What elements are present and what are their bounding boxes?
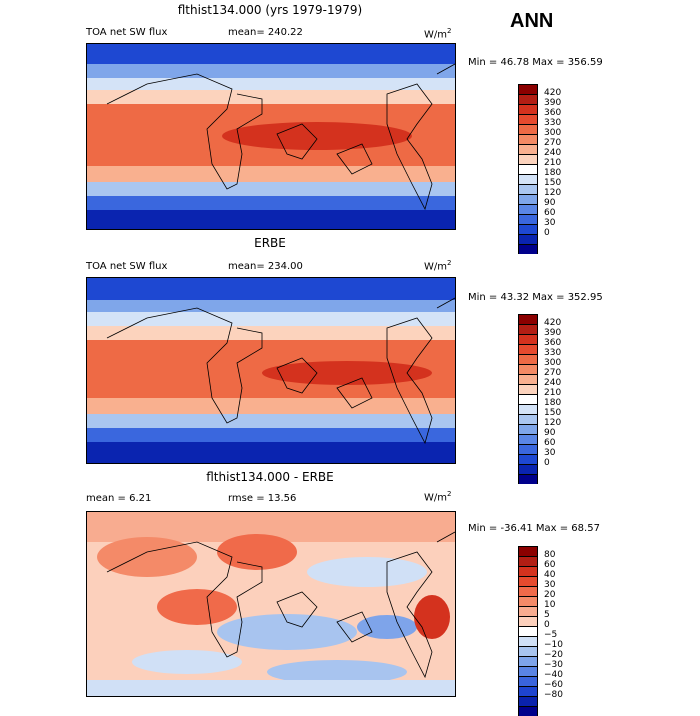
panel2-tick: 30 (544, 448, 556, 458)
panel3-map-field (87, 512, 455, 696)
panel2-tick: 390 (544, 328, 562, 338)
panel1-map (86, 43, 456, 230)
panel1-tick: 270 (544, 138, 562, 148)
panel3-tick: −5 (544, 630, 558, 640)
panel3-colorbar: 80 60 40 30 20 10 5 0 −5 −10 −20 −30 −40… (518, 546, 563, 716)
panel2-tick: 150 (544, 408, 562, 418)
panel3-units: W/m2 (424, 490, 452, 504)
panel3-tick: −80 (544, 690, 563, 700)
panel2-tick: 90 (544, 428, 556, 438)
panel1-tick: 150 (544, 178, 562, 188)
panel2-units: W/m2 (424, 259, 452, 273)
panel1-tick: 300 (544, 128, 562, 138)
panel1-title: flthist134.000 (yrs 1979-1979) (177, 3, 363, 17)
panel3-tick: −30 (544, 660, 563, 670)
panel2-tick: 330 (544, 348, 562, 358)
panel1-colorbar: 420 390 360 330 300 270 240 210 180 150 … (518, 84, 561, 254)
panel3-tick: −40 (544, 670, 563, 680)
panel1-tick: 360 (544, 108, 562, 118)
panel2-tick: 300 (544, 358, 562, 368)
panel2-map (86, 277, 456, 464)
panel3-map (86, 511, 456, 697)
panel3-mean-label: mean = 6.21 (86, 493, 152, 504)
panel1-tick: 390 (544, 98, 562, 108)
panel1-tick: 90 (544, 198, 556, 208)
panel2-tick: 240 (544, 378, 562, 388)
panel2-minmax: Min = 43.32 Max = 352.95 (468, 292, 603, 303)
panel3-tick: −20 (544, 650, 563, 660)
panel2-tick: 270 (544, 368, 562, 378)
panel1-tick: 210 (544, 158, 562, 168)
panel2-title: ERBE (254, 236, 286, 250)
panel1-mean-label: mean= 240.22 (228, 27, 303, 38)
panel3-tick: 40 (544, 570, 556, 580)
panel2-tick: 360 (544, 338, 562, 348)
panel3-tick: 0 (544, 620, 550, 630)
panel1-map-field (87, 44, 455, 229)
panel3-tick: 30 (544, 580, 556, 590)
panel3-tick: 60 (544, 560, 556, 570)
panel1-units: W/m2 (424, 27, 452, 41)
panel3-title: flthist134.000 - ERBE (206, 470, 334, 484)
annual-label: ANN (510, 10, 554, 32)
panel1-tick: 120 (544, 188, 562, 198)
panel2-tick: 0 (544, 458, 550, 468)
panel1-tick: 330 (544, 118, 562, 128)
panel1-left-label: TOA net SW flux (86, 27, 168, 38)
panel2-mean-label: mean= 234.00 (228, 261, 303, 272)
panel1-tick: 0 (544, 228, 550, 238)
panel3-tick: 10 (544, 600, 556, 610)
panel3-tick: −60 (544, 680, 563, 690)
panel3-tick: −10 (544, 640, 563, 650)
panel3-minmax: Min = -36.41 Max = 68.57 (468, 523, 600, 534)
panel3-tick: 20 (544, 590, 556, 600)
panel1-tick: 180 (544, 168, 562, 178)
panel2-colorbar: 420 390 360 330 300 270 240 210 180 150 … (518, 314, 561, 484)
panel1-tick: 420 (544, 88, 562, 98)
panel1-minmax: Min = 46.78 Max = 356.59 (468, 57, 603, 68)
panel1-tick: 240 (544, 148, 562, 158)
panel3-tick: 80 (544, 550, 556, 560)
panel2-tick: 420 (544, 318, 562, 328)
panel3-tick: 5 (544, 610, 550, 620)
panel2-map-field (87, 278, 455, 463)
panel3-rmse-label: rmse = 13.56 (228, 493, 297, 504)
panel2-tick: 180 (544, 398, 562, 408)
panel2-tick: 60 (544, 438, 556, 448)
panel2-left-label: TOA net SW flux (86, 261, 168, 272)
panel2-tick: 210 (544, 388, 562, 398)
panel2-tick: 120 (544, 418, 562, 428)
panel1-tick: 30 (544, 218, 556, 228)
panel1-tick: 60 (544, 208, 556, 218)
